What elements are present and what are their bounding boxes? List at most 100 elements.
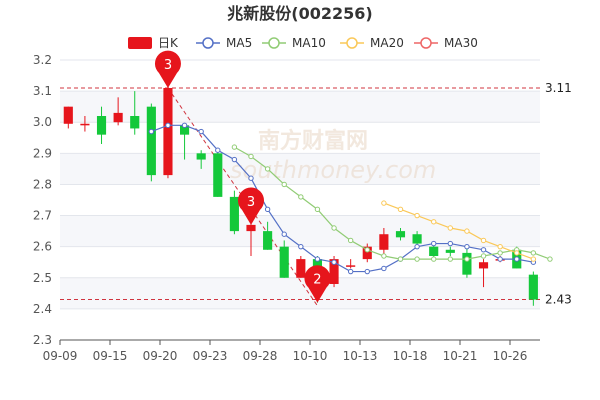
x-tick-label: 10-18 <box>393 349 428 363</box>
ma-point <box>264 166 271 172</box>
x-tick-label: 09-15 <box>93 349 128 363</box>
candle <box>362 243 372 263</box>
legend-item[interactable]: 日K <box>128 36 179 50</box>
candle-body <box>478 262 489 269</box>
grid-band <box>60 91 540 123</box>
ma-point <box>331 259 337 265</box>
ma-point <box>480 237 487 244</box>
candle-body <box>279 246 289 278</box>
ma-point <box>547 256 553 262</box>
axes: 09-09 09-15 09-20 09-23 09-28 10-10 10-13 10-18… <box>43 339 540 363</box>
ma-point <box>514 250 520 256</box>
ma-line <box>151 124 534 273</box>
candle <box>180 125 190 160</box>
candle <box>196 150 206 169</box>
watermark-cn: 南方财富网 <box>258 128 368 154</box>
legend-item[interactable]: MA30 <box>414 36 478 50</box>
grid-band <box>60 153 540 185</box>
legend-item[interactable]: MA10 <box>262 36 326 50</box>
ma-point <box>298 194 304 200</box>
candle-body <box>346 265 356 267</box>
ma-point <box>181 122 188 129</box>
chart-legend[interactable]: 日K MA5 MA10 MA20 MA30 <box>128 36 478 50</box>
trend-line-segment <box>167 87 318 307</box>
ma-point <box>347 237 354 244</box>
ma-point <box>148 128 155 135</box>
ma-point <box>480 253 487 259</box>
marker-label: 2 <box>313 273 321 288</box>
x-tick-label: 10-21 <box>443 349 478 363</box>
ma-point <box>248 153 254 160</box>
legend-label: MA5 <box>226 36 252 50</box>
x-tick-label: 10-26 <box>493 349 528 363</box>
ma-point <box>447 256 454 262</box>
x-tick-label: 10-13 <box>343 349 378 363</box>
candle <box>445 246 455 256</box>
candle-body <box>528 274 538 300</box>
ma-series-ma20 <box>381 200 537 262</box>
candle <box>528 271 538 306</box>
ma-point <box>381 253 387 259</box>
watermark: 南方财富网 southmoney.com <box>230 128 436 184</box>
ma-point <box>397 206 404 213</box>
candle <box>229 190 239 235</box>
legend-label: 日K <box>158 36 179 50</box>
moving-averages <box>148 122 553 275</box>
candle <box>63 106 73 129</box>
legend-item[interactable]: MA20 <box>340 36 404 50</box>
ma-point <box>530 250 537 256</box>
grid-band <box>60 277 540 309</box>
legend-label: MA20 <box>370 36 404 50</box>
grid-band <box>60 215 540 247</box>
candle-body <box>462 252 472 275</box>
candle-body <box>246 224 256 232</box>
ma-point <box>414 243 420 250</box>
candle <box>395 228 406 241</box>
candle <box>379 228 389 256</box>
candle <box>113 97 123 126</box>
ma-line <box>383 202 534 260</box>
candle-body <box>63 106 73 124</box>
ma-point <box>464 243 470 250</box>
legend-marker <box>202 37 214 49</box>
candle-body <box>113 112 123 123</box>
y-tick-label: 2.5 <box>33 271 52 285</box>
markers: 3 3 2 <box>154 50 331 303</box>
candle <box>346 259 356 269</box>
ma-point <box>281 231 287 237</box>
marker-shape <box>154 50 181 88</box>
ma-point <box>447 225 454 231</box>
ma-point <box>497 256 503 262</box>
y-tick-label: 2.7 <box>33 209 52 223</box>
candle-body <box>80 123 90 126</box>
candle <box>80 116 90 132</box>
marker-label: 3 <box>247 195 255 210</box>
ma-line <box>234 146 551 260</box>
candle-body <box>180 125 190 135</box>
legend-item[interactable]: MA5 <box>196 36 252 50</box>
candle-body <box>196 153 206 160</box>
ma-point <box>215 147 221 153</box>
grid-bands <box>60 60 540 340</box>
candle-body <box>213 153 223 197</box>
candle-body <box>329 259 339 284</box>
ma-point <box>464 256 470 262</box>
grid-band <box>60 308 540 340</box>
ma-point <box>331 225 337 231</box>
ma-point <box>431 240 437 247</box>
y-tick-label: 3.2 <box>33 53 52 67</box>
candle-body <box>362 246 372 260</box>
grid-band <box>60 184 540 216</box>
ma-point <box>314 206 321 213</box>
candle-body <box>445 249 455 253</box>
legend-swatch <box>128 37 152 49</box>
candle <box>96 106 107 144</box>
candle-body <box>263 231 273 250</box>
ma-point <box>298 243 304 250</box>
candle-body <box>296 259 306 278</box>
ma-point <box>264 206 271 213</box>
ma-point <box>281 181 287 188</box>
legend-marker <box>268 37 280 49</box>
ma-point <box>381 265 387 272</box>
